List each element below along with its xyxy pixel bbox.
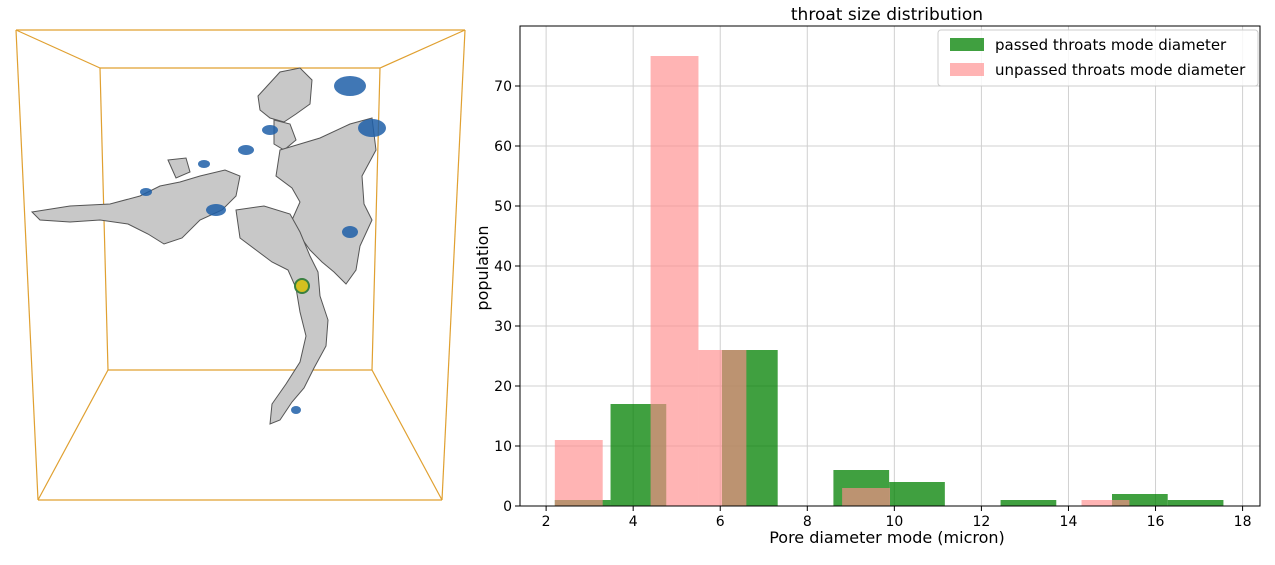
pore-network-render	[15, 29, 466, 501]
box-edge	[37, 369, 109, 501]
highlight-patch	[358, 119, 386, 137]
pore-branch	[167, 157, 191, 179]
legend-swatch-unpassed	[950, 63, 984, 76]
x-axis-label: Pore diameter mode (micron)	[769, 528, 1005, 547]
legend-label-passed: passed throats mode diameter	[995, 36, 1227, 54]
x-tick-label: 18	[1234, 514, 1252, 530]
highlight-patch	[262, 125, 278, 135]
highlight-patch	[206, 204, 226, 216]
tick-labels: 2 4 6 8 10 12 14 16 18 0 10 20 30 40 50 60 70	[494, 79, 1251, 530]
hotspot-marker	[294, 278, 310, 294]
legend-label-unpassed: unpassed throats mode diameter	[995, 61, 1246, 79]
highlight-patch	[238, 145, 254, 155]
bar-unpassed	[650, 56, 699, 506]
box-edge	[15, 29, 101, 69]
bounding-box-frame	[15, 29, 466, 501]
x-tick-label: 4	[629, 514, 638, 530]
bar-unpassed	[698, 350, 747, 506]
box-edge	[15, 29, 39, 501]
highlight-patch	[334, 76, 366, 96]
bar-unpassed	[554, 440, 603, 506]
y-tick-label: 50	[494, 199, 512, 215]
box-edge	[379, 29, 466, 69]
throat-size-distribution-chart: throat size distribution 2 4 6 8 10 12 14 16 18 0…	[460, 0, 1275, 561]
y-tick-label: 10	[494, 439, 512, 455]
pore-network-render-panel	[0, 0, 480, 561]
legend-swatch-passed	[950, 38, 984, 51]
highlight-patch	[140, 188, 152, 196]
x-tick-label: 2	[542, 514, 551, 530]
x-tick-label: 12	[972, 514, 990, 530]
y-axis-label: population	[473, 225, 492, 310]
x-tick-label: 14	[1060, 514, 1078, 530]
box-edge	[441, 29, 466, 501]
histogram-bars	[554, 56, 1224, 506]
x-tick-label: 10	[885, 514, 903, 530]
pore-network-surface	[30, 67, 377, 425]
box-edge	[371, 67, 381, 371]
bar-passed	[1167, 500, 1224, 506]
bar-unpassed	[842, 488, 890, 506]
highlight-patch	[342, 226, 358, 238]
x-tick-label: 6	[716, 514, 725, 530]
chart-title: throat size distribution	[791, 5, 983, 25]
x-tick-label: 8	[803, 514, 812, 530]
y-tick-label: 40	[494, 259, 512, 275]
pore-branch	[257, 67, 313, 123]
y-tick-label: 30	[494, 319, 512, 335]
pore-surface-highlights	[140, 76, 386, 414]
y-tick-label: 20	[494, 379, 512, 395]
x-tick-label: 16	[1147, 514, 1165, 530]
histogram-svg: throat size distribution 2 4 6 8 10 12 14 16 18 0…	[473, 5, 1261, 547]
y-tick-label: 0	[503, 499, 512, 515]
pore-branch	[273, 119, 297, 151]
y-tick-label: 60	[494, 139, 512, 155]
box-edge	[371, 369, 443, 501]
highlight-patch	[291, 406, 301, 414]
legend-frame	[937, 29, 1259, 87]
pore-branch	[235, 205, 329, 425]
bar-unpassed	[1081, 500, 1130, 506]
y-tick-label: 70	[494, 79, 512, 95]
bar-passed	[1000, 500, 1057, 506]
chart-legend: passed throats mode diameter unpassed th…	[937, 29, 1259, 87]
bar-passed	[889, 482, 945, 506]
highlight-patch	[198, 160, 210, 168]
